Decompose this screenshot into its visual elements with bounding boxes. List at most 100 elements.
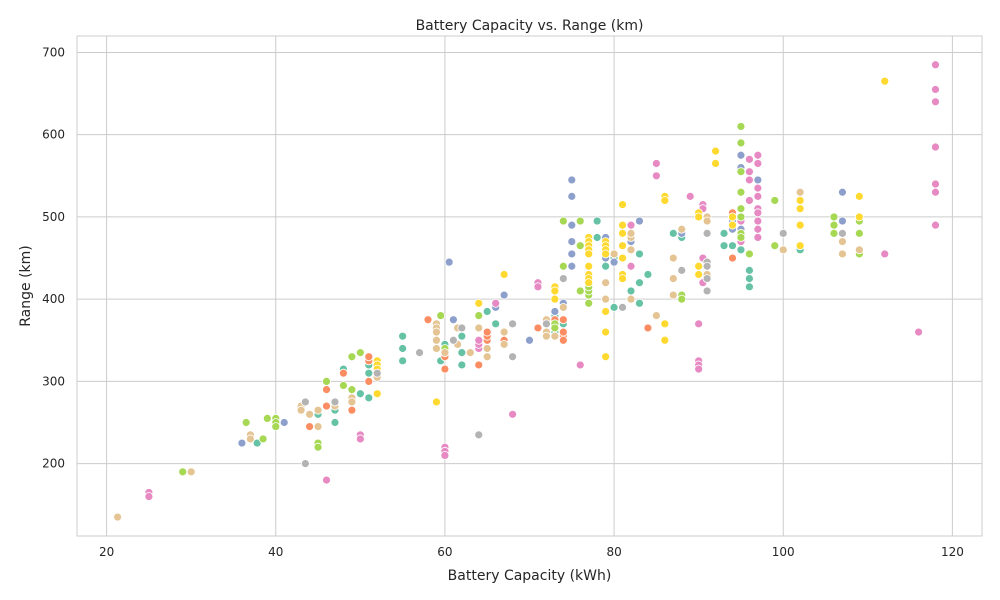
data-point bbox=[279, 418, 289, 427]
data-point bbox=[558, 274, 568, 283]
data-point bbox=[550, 286, 560, 296]
data-point bbox=[694, 270, 704, 279]
data-point bbox=[415, 348, 424, 358]
data-point bbox=[668, 253, 678, 263]
data-point bbox=[736, 204, 746, 214]
data-point bbox=[567, 191, 577, 201]
y-tick-label: 200 bbox=[42, 457, 65, 471]
data-point bbox=[432, 335, 441, 345]
data-point bbox=[558, 335, 568, 345]
data-point bbox=[601, 261, 611, 271]
data-point bbox=[533, 282, 543, 292]
data-point bbox=[778, 228, 788, 238]
data-point bbox=[931, 179, 940, 189]
chart-title: Battery Capacity vs. Range (km) bbox=[416, 18, 644, 34]
data-point bbox=[609, 302, 619, 312]
data-point bbox=[262, 414, 272, 423]
data-point bbox=[931, 60, 940, 70]
x-tick-label: 60 bbox=[437, 545, 452, 559]
data-point bbox=[432, 327, 441, 337]
data-point bbox=[474, 335, 484, 345]
data-point bbox=[271, 422, 281, 432]
data-point bbox=[677, 265, 687, 275]
data-point bbox=[609, 257, 619, 267]
data-point bbox=[736, 233, 746, 242]
data-point bbox=[482, 344, 492, 353]
data-point bbox=[635, 278, 644, 288]
data-point bbox=[745, 249, 754, 259]
data-point bbox=[448, 335, 458, 345]
data-point bbox=[736, 167, 746, 177]
data-point bbox=[457, 360, 467, 370]
data-point bbox=[457, 331, 467, 341]
data-point bbox=[745, 265, 754, 275]
data-point bbox=[618, 302, 627, 312]
data-point bbox=[550, 307, 560, 316]
data-point bbox=[677, 294, 687, 304]
data-point bbox=[838, 237, 847, 246]
data-point bbox=[567, 261, 577, 271]
x-tick-label: 20 bbox=[99, 545, 114, 559]
tick-labels: 20 40 60 80 100 120 200 300 400 500 600 700 bbox=[42, 45, 964, 559]
data-point bbox=[567, 175, 577, 185]
data-point bbox=[736, 122, 746, 131]
data-point bbox=[584, 278, 594, 288]
data-point bbox=[736, 150, 746, 160]
data-point bbox=[508, 319, 517, 329]
data-point bbox=[339, 381, 348, 390]
data-point bbox=[491, 319, 501, 329]
data-point bbox=[398, 356, 408, 366]
data-point bbox=[558, 327, 568, 337]
data-point bbox=[550, 294, 560, 304]
data-point bbox=[931, 142, 940, 152]
data-point bbox=[550, 323, 560, 333]
data-point bbox=[931, 187, 940, 197]
data-point bbox=[567, 220, 577, 230]
data-point bbox=[753, 233, 763, 242]
data-point bbox=[474, 298, 484, 308]
data-point bbox=[508, 409, 517, 419]
data-point bbox=[558, 261, 568, 271]
data-point bbox=[313, 442, 323, 452]
data-point bbox=[601, 278, 611, 288]
x-tick-label: 80 bbox=[606, 545, 621, 559]
data-point bbox=[736, 212, 746, 222]
data-point bbox=[245, 434, 255, 444]
data-point bbox=[728, 253, 737, 263]
data-point bbox=[322, 475, 331, 485]
gridlines bbox=[77, 36, 982, 536]
data-point bbox=[575, 241, 585, 251]
data-point bbox=[482, 352, 492, 362]
data-point bbox=[322, 385, 331, 395]
data-point bbox=[854, 245, 864, 255]
data-point bbox=[567, 249, 577, 259]
data-point bbox=[668, 290, 678, 300]
data-point bbox=[795, 196, 805, 205]
data-point bbox=[719, 241, 729, 251]
data-point bbox=[668, 274, 678, 283]
data-point bbox=[618, 220, 627, 230]
data-point bbox=[237, 438, 247, 448]
data-point bbox=[482, 327, 492, 337]
y-tick-label: 500 bbox=[42, 210, 65, 224]
data-point bbox=[694, 364, 704, 374]
data-point bbox=[144, 492, 154, 501]
x-tick-label: 120 bbox=[941, 545, 964, 559]
data-point bbox=[838, 249, 847, 259]
data-point bbox=[592, 233, 602, 242]
data-point bbox=[436, 311, 446, 321]
data-point bbox=[542, 319, 551, 329]
data-point bbox=[499, 290, 509, 300]
data-point bbox=[482, 307, 492, 316]
data-point bbox=[702, 216, 712, 226]
data-point bbox=[398, 344, 408, 353]
data-point bbox=[685, 191, 695, 201]
data-point bbox=[626, 261, 636, 271]
data-point bbox=[423, 315, 433, 325]
data-point bbox=[584, 261, 594, 271]
x-tick-label: 40 bbox=[268, 545, 283, 559]
x-tick-label: 100 bbox=[772, 545, 795, 559]
data-point bbox=[113, 512, 122, 522]
data-point bbox=[258, 434, 268, 444]
data-point bbox=[448, 315, 458, 325]
